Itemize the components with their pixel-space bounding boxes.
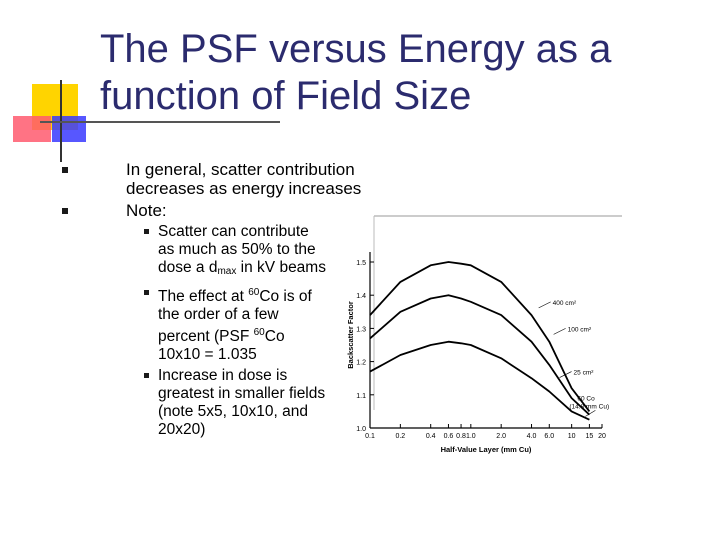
curve-label: 25 cm² [574, 370, 595, 377]
y-tick-label: 1.3 [356, 326, 366, 333]
sub-bullet-text: Increase in dose is greatest in smaller … [158, 367, 326, 438]
slide-title: The PSF versus Energy as a function of F… [100, 27, 612, 118]
annotation-leader [585, 410, 596, 417]
annotation-sublabel: (14.8 mm Cu) [569, 403, 609, 410]
square-bullet-icon [62, 167, 68, 173]
sub-bullet-item: The effect at 60Co is of the order of a … [62, 284, 328, 364]
y-axis-label: Backscatter Factor [346, 301, 355, 369]
x-tick-label: 20 [598, 433, 606, 440]
sub-bullet-text: The effect at 60Co is of the order of a … [158, 287, 312, 363]
series-line [369, 340, 590, 421]
annotation-label: 60 Co [577, 395, 595, 402]
series-line [369, 294, 591, 416]
curve-label-leader [559, 371, 572, 378]
x-tick-label: 15 [586, 433, 594, 440]
deco-blue-square [52, 116, 86, 142]
series-line [369, 261, 591, 412]
bullet-text: In general, scatter contribution decreas… [126, 160, 362, 198]
sub-bullet-item: Scatter can contribute as much as 50% to… [62, 223, 328, 281]
x-tick-label: 0.1 [365, 433, 375, 440]
x-tick-label: 10 [568, 433, 576, 440]
y-tick-label: 1.1 [356, 393, 366, 400]
y-tick-label: 1.2 [356, 360, 366, 367]
bullet-list: In general, scatter contribution decreas… [62, 160, 362, 439]
deco-horizontal-line [40, 121, 280, 123]
y-tick-label: 1.4 [356, 293, 366, 300]
curve-label-leader [553, 328, 566, 335]
x-tick-label: 0.6 [444, 433, 454, 440]
x-tick-label: 0.4 [426, 433, 436, 440]
x-tick-label: 0.2 [395, 433, 405, 440]
x-tick-label: 4.0 [527, 433, 537, 440]
curve-label-leader [538, 301, 551, 309]
bullet-item: In general, scatter contribution decreas… [62, 160, 362, 198]
y-tick-label: 1.0 [356, 426, 366, 433]
y-tick-label: 1.5 [356, 260, 366, 267]
chart-svg: 1.01.11.21.31.41.50.1 0.2 0.4 0.6 0.8 1.0 2.0 4… [346, 215, 622, 454]
square-bullet-icon [62, 208, 68, 214]
bullet-text: Note: [126, 201, 167, 220]
square-bullet-icon [144, 229, 149, 234]
x-tick-label: 2.0 [496, 433, 506, 440]
x-tick-label: 6.0 [544, 433, 554, 440]
sub-bullet-text: Scatter can contribute as much as 50% to… [158, 223, 326, 277]
backscatter-chart: 1.0 1.1 1.2 1.3 1.4 1.5 0.1 0.2 0.4 0.6 0.8 1.0 2.0 4… [340, 210, 622, 458]
curve-label: 400 cm² [553, 300, 577, 307]
sub-bullet-item: Increase in dose is greatest in smaller … [62, 367, 328, 439]
curve-label: 100 cm² [568, 326, 592, 333]
square-bullet-icon [144, 290, 149, 295]
square-bullet-icon [144, 373, 149, 378]
x-tick-label: 0.8 [456, 433, 466, 440]
x-tick-label: 1.0 [466, 433, 476, 440]
x-axis-label: Half-Value Layer (mm Cu) [441, 445, 532, 454]
deco-red-square [13, 116, 51, 142]
bullet-item: Note: [62, 201, 362, 220]
